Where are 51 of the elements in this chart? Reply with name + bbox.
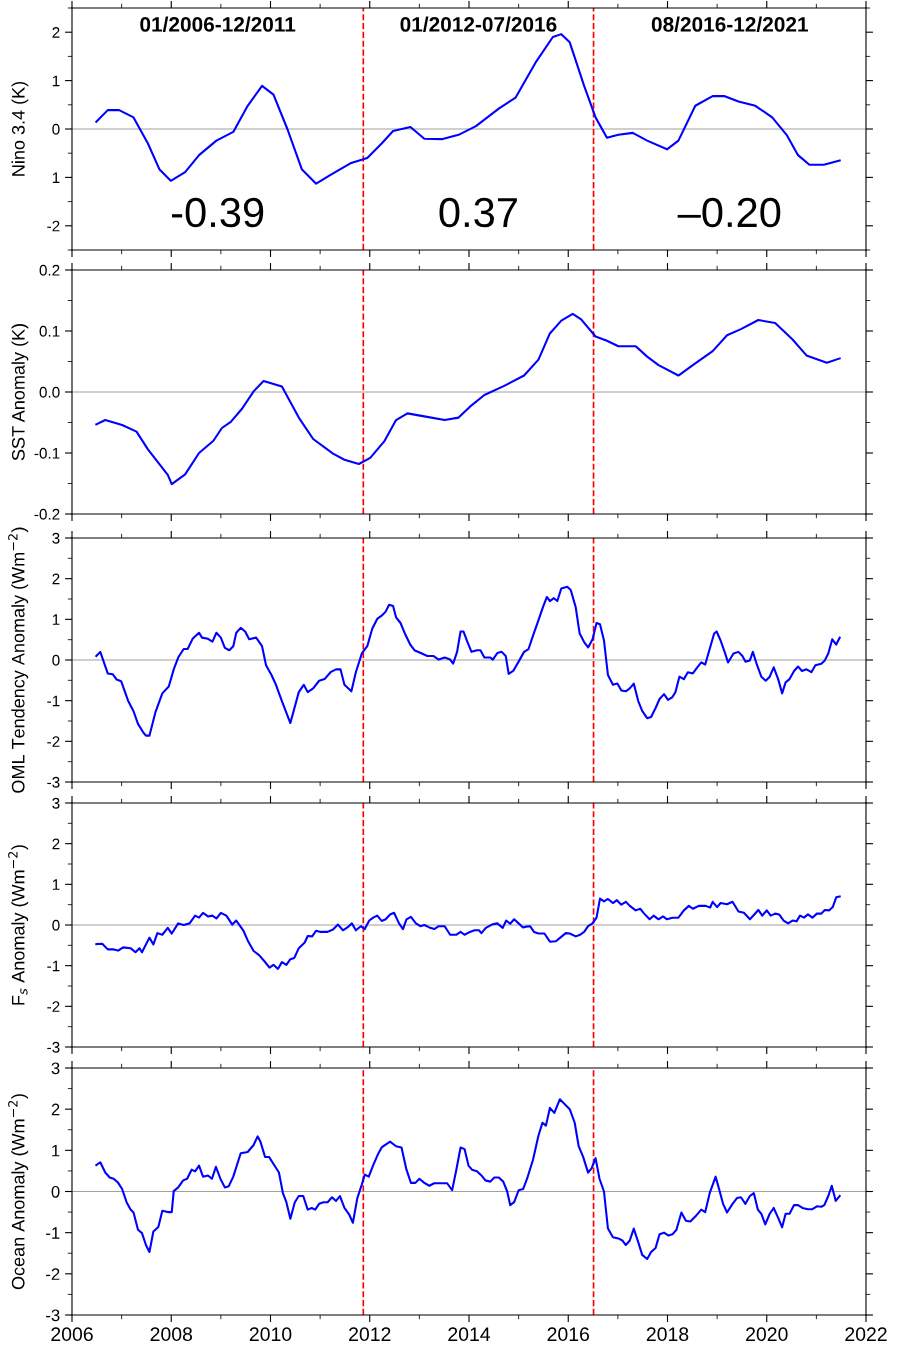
y-tick-label: 0 bbox=[52, 123, 60, 135]
y-tick-label: -2 bbox=[47, 220, 60, 232]
y-tick-label: 0.1 bbox=[39, 325, 60, 337]
y-tick-label: 2 bbox=[51, 1103, 60, 1116]
x-tick-label: 2016 bbox=[547, 1327, 590, 1342]
y-tick-label: -2 bbox=[46, 1268, 60, 1280]
y-axis-title: Nino 3.4 (K) bbox=[11, 81, 29, 176]
y-tick-label: -3 bbox=[47, 776, 60, 788]
annotation: 08/2016-12/2021 bbox=[651, 16, 808, 32]
annotation: 01/2012-07/2016 bbox=[400, 16, 557, 32]
annotation: 0.37 bbox=[439, 197, 517, 228]
y-tick-label: -2 bbox=[47, 1001, 60, 1012]
y-tick-label: 0 bbox=[52, 654, 60, 666]
x-tick-label: 2022 bbox=[845, 1327, 887, 1342]
y-tick-label: 1 bbox=[52, 1144, 60, 1157]
y-tick-label: 3 bbox=[52, 797, 60, 809]
x-tick-label: 2020 bbox=[746, 1327, 788, 1342]
y-tick-label: -2 bbox=[47, 736, 60, 747]
x-tick-label: 2018 bbox=[646, 1327, 689, 1342]
y-tick-label: 1 bbox=[52, 75, 60, 87]
y-tick-label: 0.2 bbox=[39, 264, 60, 276]
x-tick-label: 2006 bbox=[51, 1327, 93, 1342]
y-tick-label: -3 bbox=[46, 1309, 60, 1322]
y-tick-label: -1 bbox=[47, 695, 60, 707]
annotation: –0.20 bbox=[677, 197, 781, 228]
y-tick-label: 0 bbox=[52, 919, 60, 931]
x-tick-label: 2012 bbox=[349, 1327, 391, 1342]
y-tick-label: 0.0 bbox=[39, 386, 60, 398]
y-tick-label: 3 bbox=[52, 532, 60, 544]
x-tick-label: 2010 bbox=[249, 1327, 292, 1342]
annotation: 01/2006-12/2011 bbox=[140, 16, 296, 32]
y-tick-label: -1 bbox=[46, 1227, 60, 1239]
y-tick-label: 1 bbox=[52, 172, 60, 183]
y-tick-label: -0.2 bbox=[34, 508, 60, 520]
y-tick-label: 0 bbox=[51, 1185, 60, 1198]
y-axis-title: OML Tendency Anomaly (Wm$^{−2}$) bbox=[8, 527, 29, 793]
y-axis-title: SST Anomaly (K) bbox=[11, 324, 29, 461]
y-tick-label: 2 bbox=[52, 838, 60, 850]
y-axis-title: Ocean Anomaly (Wm$^{−2}$) bbox=[8, 1094, 29, 1290]
y-tick-label: 1 bbox=[52, 614, 60, 625]
y-tick-label: -3 bbox=[47, 1041, 60, 1053]
y-tick-label: 3 bbox=[51, 1062, 60, 1075]
x-tick-label: 2014 bbox=[448, 1327, 491, 1342]
y-tick-label: 2 bbox=[52, 573, 60, 585]
y-tick-label: -1 bbox=[47, 960, 60, 972]
y-axis-title: F$_{s}$ Anomaly (Wm$^{−2}$) bbox=[8, 845, 29, 1005]
annotation: -0.39 bbox=[172, 197, 264, 228]
x-tick-label: 2008 bbox=[150, 1327, 193, 1342]
y-tick-label: 2 bbox=[52, 27, 60, 38]
y-tick-label: 1 bbox=[52, 879, 60, 890]
y-tick-label: -0.1 bbox=[34, 447, 60, 459]
